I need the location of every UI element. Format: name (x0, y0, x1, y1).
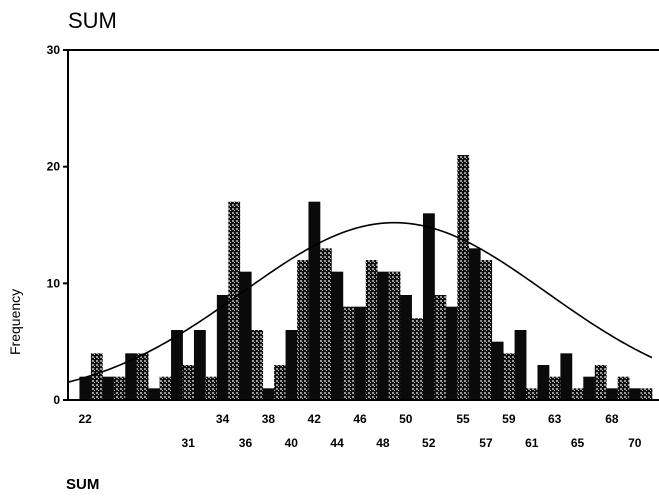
histogram-bar (617, 376, 630, 400)
histogram-bar (560, 353, 573, 400)
histogram-bar (171, 330, 183, 400)
histogram-bar (365, 260, 378, 400)
histogram-bar (606, 388, 619, 400)
histogram-bar (148, 388, 161, 400)
histogram-bar (102, 376, 115, 400)
x-tick-label: 22 (79, 412, 93, 426)
x-tick-label: 50 (399, 412, 413, 426)
x-tick-label: 59 (502, 412, 516, 426)
histogram-bar (468, 248, 481, 400)
histogram-bar (629, 388, 641, 400)
y-tick-label: 10 (47, 276, 61, 290)
x-tick-label: 44 (330, 436, 344, 450)
histogram-bar (262, 388, 275, 400)
y-tick-label: 30 (47, 43, 61, 57)
histogram-bar (193, 330, 206, 400)
histogram-bar (90, 353, 103, 400)
histogram-bar (331, 271, 344, 400)
y-axis-title: Frequency (7, 289, 23, 355)
histogram-bar (319, 248, 332, 400)
histogram-bar (377, 271, 390, 400)
x-tick-label: 48 (376, 436, 390, 450)
histogram-bar (503, 353, 515, 400)
histogram-bar (182, 365, 195, 400)
x-tick-label: 61 (525, 436, 539, 450)
normal-curve (67, 221, 653, 383)
x-tick-label: 70 (628, 436, 642, 450)
y-tick-label: 0 (53, 393, 60, 407)
y-axis-ticks: 0 10 20 30 (47, 43, 68, 407)
x-tick-label: 52 (422, 436, 436, 450)
histogram-bar (274, 365, 286, 400)
histogram-bar (434, 295, 447, 400)
x-tick-label: 36 (239, 436, 253, 450)
x-tick-label: 34 (216, 412, 230, 426)
x-axis-title: SUM (66, 476, 99, 493)
histogram-bar (583, 376, 596, 400)
histogram-bar (113, 376, 126, 400)
histogram-bar (400, 295, 412, 400)
histogram-bar (136, 353, 149, 400)
x-tick-label: 68 (605, 412, 619, 426)
x-tick-label: 65 (571, 436, 585, 450)
histogram-bar (308, 201, 321, 400)
histogram-bar (239, 271, 252, 400)
x-tick-label: 31 (182, 436, 196, 450)
x-tick-label: 40 (285, 436, 299, 450)
histogram-bar (640, 388, 653, 400)
x-tick-label: 55 (456, 412, 470, 426)
histogram-bar (251, 330, 264, 400)
histogram-bar (228, 201, 241, 400)
histogram-bar (216, 295, 229, 400)
histogram-bar (422, 213, 435, 400)
y-tick-label: 20 (47, 160, 61, 174)
histogram-bar (388, 271, 401, 400)
x-axis-tick-labels: 22 34 38 42 46 50 55 59 63 68 31 36 40 44 48 52 57 61 65 70 (79, 412, 642, 450)
histogram-bar (480, 260, 493, 400)
x-tick-label: 46 (353, 412, 367, 426)
histogram-bar (159, 376, 172, 400)
histogram-bar (457, 155, 470, 400)
histogram-bar (205, 376, 218, 400)
histogram-bar (537, 365, 550, 400)
histogram-bar (526, 388, 538, 400)
histogram-bar (354, 306, 367, 400)
histogram-bar (285, 330, 298, 400)
histogram-bar (445, 306, 458, 400)
histogram-bar (411, 318, 424, 400)
histogram-bar (571, 388, 584, 400)
histogram-bar (297, 260, 309, 400)
x-tick-label: 57 (479, 436, 493, 450)
histogram-bar (491, 341, 504, 400)
histogram-bar (594, 365, 607, 400)
x-tick-label: 63 (548, 412, 562, 426)
x-tick-label: 38 (262, 412, 276, 426)
x-tick-label: 42 (308, 412, 322, 426)
chart-title: SUM (68, 8, 117, 33)
histogram-bars (79, 155, 653, 400)
histogram-bar (125, 353, 138, 400)
histogram-bar (548, 376, 561, 400)
histogram-bar (342, 306, 355, 400)
histogram-bar (514, 330, 527, 400)
histogram-bar (79, 376, 92, 400)
